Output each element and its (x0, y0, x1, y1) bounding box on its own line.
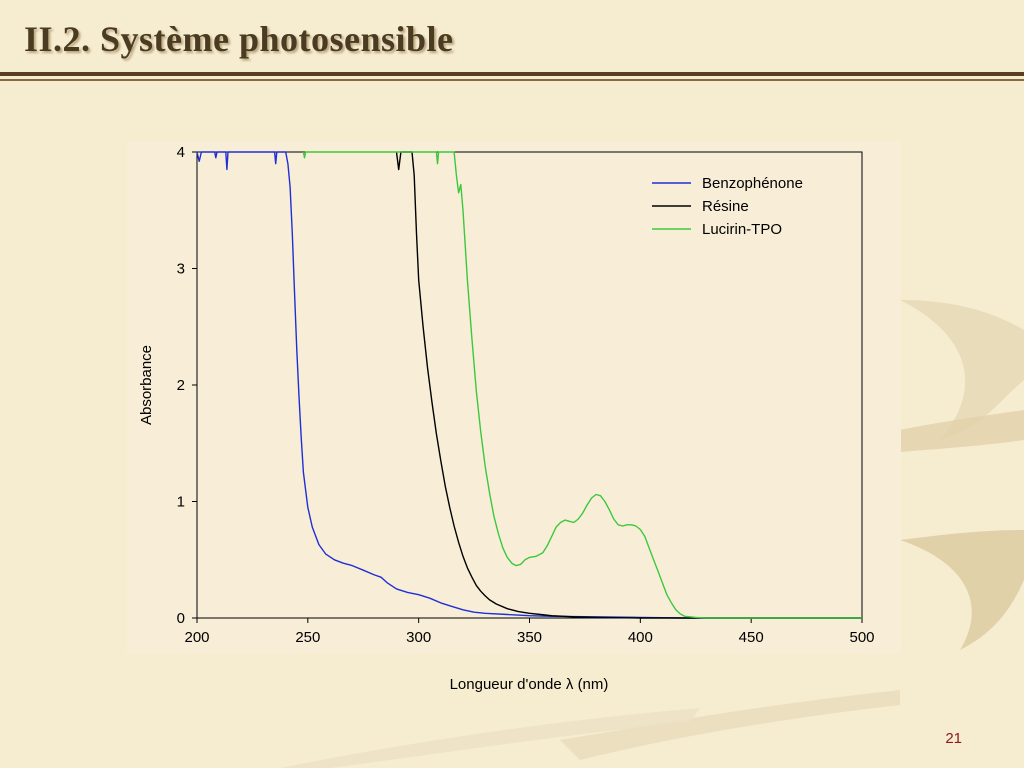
x-tick-label: 250 (295, 629, 320, 646)
decorative-swoosh (280, 708, 700, 768)
decorative-swoosh (560, 690, 900, 760)
axes: 200 250 300 350 400 450 500 0 1 2 3 4 (177, 144, 875, 646)
decorative-swoosh (900, 410, 1024, 452)
series-line-1 (395, 151, 862, 619)
slide-title: II.2. Système photosensible (24, 19, 454, 59)
x-tick-label: 450 (739, 629, 764, 646)
x-tick-label: 300 (406, 629, 431, 646)
title-rule-thin (0, 79, 1024, 81)
x-tick-label: 400 (628, 629, 653, 646)
y-tick-label: 0 (177, 610, 185, 627)
chart-panel (127, 141, 901, 654)
decorative-swoosh (900, 300, 1024, 440)
absorbance-chart: 200 250 300 350 400 450 500 0 1 2 3 4 Benzophénone R… (138, 144, 875, 693)
series-line-2 (302, 151, 862, 619)
series-lines (196, 151, 862, 619)
title-rule (0, 72, 1024, 76)
x-axis-label: Longueur d'onde λ (nm) (450, 676, 609, 693)
legend-entry: Lucirin-TPO (702, 221, 782, 238)
y-tick-label: 3 (177, 261, 185, 278)
legend: Benzophénone Résine Lucirin-TPO (652, 175, 803, 238)
x-tick-label: 350 (517, 629, 542, 646)
legend-entry: Résine (702, 198, 749, 215)
legend-entry: Benzophénone (702, 175, 803, 192)
y-axis-label: Absorbance (138, 345, 155, 425)
page-number: 21 (945, 730, 962, 747)
x-tick-label: 200 (184, 629, 209, 646)
y-tick-label: 4 (177, 144, 185, 161)
y-tick-label: 1 (177, 494, 185, 511)
decorative-swoosh (900, 530, 1024, 650)
y-tick-label: 2 (177, 377, 185, 394)
series-line-0 (196, 151, 862, 619)
x-tick-label: 500 (849, 629, 874, 646)
